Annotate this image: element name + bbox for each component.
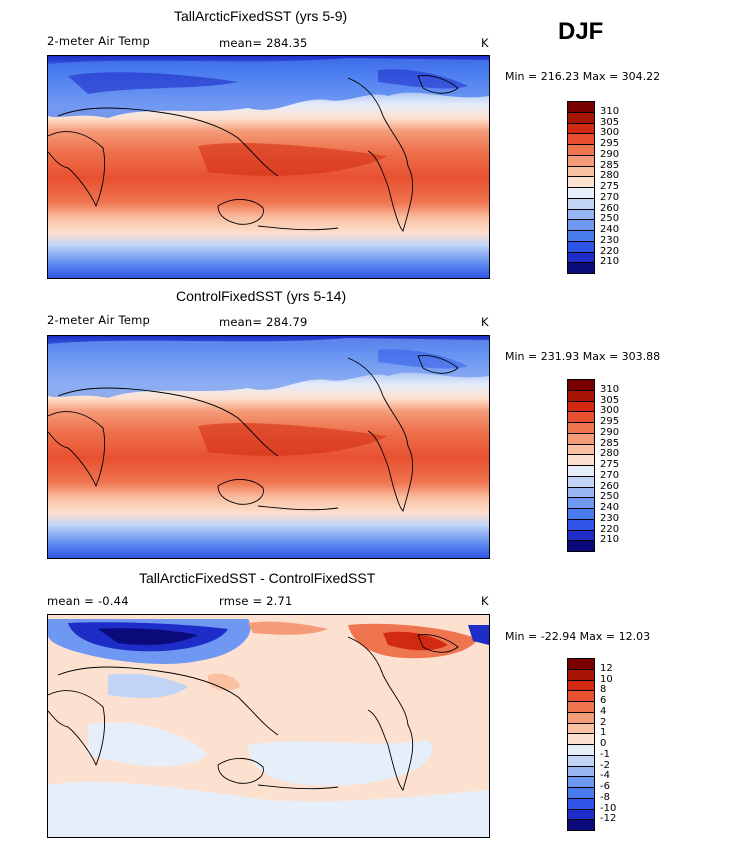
panel1-colorbar: 310 305 300 295 290 285 280 275 270 260 250 240 230 2…	[567, 101, 647, 274]
panel1-mean: mean= 284.35	[219, 36, 308, 50]
panel3-title: TallArcticFixedSST - ControlFixedSST	[139, 570, 376, 586]
colorbar-swatch	[567, 819, 595, 831]
colorbar-label: 8	[600, 684, 607, 696]
panel3-field	[48, 615, 489, 837]
panel2-mean: mean= 284.79	[219, 315, 308, 329]
panel2-map	[47, 335, 490, 559]
colorbar-label: 10	[600, 673, 613, 685]
colorbar-label: 310	[600, 383, 620, 395]
colorbar-label: 1	[600, 727, 607, 739]
colorbar-label: 300	[600, 127, 620, 139]
colorbar-label: 290	[600, 426, 620, 438]
colorbar-label: 230	[600, 512, 620, 524]
colorbar-label: 310	[600, 105, 620, 117]
colorbar-label: 230	[600, 234, 620, 246]
panel1-minmax: Min = 216.23 Max = 304.22	[505, 70, 661, 83]
colorbar-label: -6	[600, 781, 610, 792]
colorbar-label: 280	[600, 448, 620, 460]
panel1-title: TallArcticFixedSST (yrs 5-9)	[174, 8, 348, 24]
panel1-map	[47, 55, 490, 279]
colorbar-label: 300	[600, 405, 620, 417]
panel2-colorbar: 310 305 300 295 290 285 280 275 270 260 250 240 230 2…	[567, 379, 647, 552]
colorbar-label: 305	[600, 116, 620, 128]
panel2-minmax: Min = 231.93 Max = 303.88	[505, 350, 661, 363]
colorbar-label: -10	[600, 802, 617, 814]
colorbar-label: 250	[600, 213, 620, 225]
panel3-colorbar: 12 10 8 6 4 2 1 0 -1 -2 -4 -6 -8 -10 -12	[567, 658, 647, 831]
colorbar-label: 220	[600, 523, 620, 535]
colorbar-label: 4	[600, 705, 607, 717]
colorbar-label: 295	[600, 416, 620, 427]
colorbar-label: 275	[600, 181, 620, 192]
colorbar-label: 250	[600, 491, 620, 503]
panel3-minmax: Min = -22.94 Max = 12.03	[505, 630, 651, 643]
colorbar-label: 305	[600, 394, 620, 406]
panel1-variable: 2-meter Air Temp	[47, 34, 151, 48]
colorbar-label: 285	[600, 437, 620, 449]
panel1-field	[48, 56, 489, 278]
panel1-units: K	[481, 36, 489, 50]
panel2-variable: 2-meter Air Temp	[47, 313, 151, 327]
colorbar-label: -8	[600, 791, 610, 803]
season-label: DJF	[558, 18, 604, 45]
colorbar-label: 210	[600, 534, 620, 546]
colorbar-label: 2	[600, 716, 607, 728]
colorbar-label: 270	[600, 469, 620, 481]
colorbar-label: 240	[600, 224, 620, 235]
colorbar-label: 260	[600, 202, 620, 214]
colorbar-label: -4	[600, 770, 610, 782]
colorbar-label: -1	[600, 748, 610, 760]
colorbar-label: 290	[600, 148, 620, 160]
colorbar-label: -12	[600, 813, 617, 825]
colorbar-label: 12	[600, 662, 613, 674]
panel2-units: K	[481, 315, 489, 329]
colorbar-label: -2	[600, 759, 610, 771]
panel2-field	[48, 336, 489, 558]
colorbar-swatch	[567, 540, 595, 552]
colorbar-label: 260	[600, 480, 620, 492]
colorbar-label: 275	[600, 459, 620, 470]
panel3-mean: mean = -0.44	[47, 594, 129, 608]
colorbar-swatch	[567, 262, 595, 274]
colorbar-label: 285	[600, 159, 620, 171]
panel2-title: ControlFixedSST (yrs 5-14)	[176, 288, 347, 304]
colorbar-label: 270	[600, 191, 620, 203]
colorbar-label: 0	[600, 738, 607, 749]
colorbar-label: 6	[600, 695, 607, 706]
panel3-rmse: rmse = 2.71	[219, 594, 293, 608]
colorbar-label: 295	[600, 138, 620, 149]
colorbar-label: 280	[600, 170, 620, 182]
colorbar-label: 210	[600, 256, 620, 268]
colorbar-label: 240	[600, 502, 620, 513]
panel3-map	[47, 614, 490, 838]
colorbar-label: 220	[600, 245, 620, 257]
panel3-units: K	[481, 594, 489, 608]
